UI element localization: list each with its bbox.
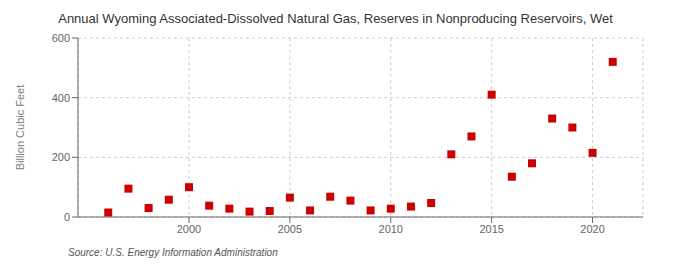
svg-text:0: 0 [64,211,70,223]
svg-text:400: 400 [52,92,70,104]
svg-text:600: 600 [52,32,70,44]
svg-text:2000: 2000 [177,223,201,235]
svg-text:2015: 2015 [479,223,503,235]
svg-text:2020: 2020 [580,223,604,235]
svg-text:200: 200 [52,151,70,163]
html-text:Annual Wyoming Associated-Diss: Annual Wyoming Associated-Dissolved Natu… [58,11,613,26]
svg-text:2005: 2005 [278,223,302,235]
html-text:Source: U.S. Energy Informatio: Source: U.S. Energy Information Administ… [68,247,278,258]
svg-text:Billion Cubic Feet: Billion Cubic Feet [14,85,26,171]
svg-text:2010: 2010 [379,223,403,235]
